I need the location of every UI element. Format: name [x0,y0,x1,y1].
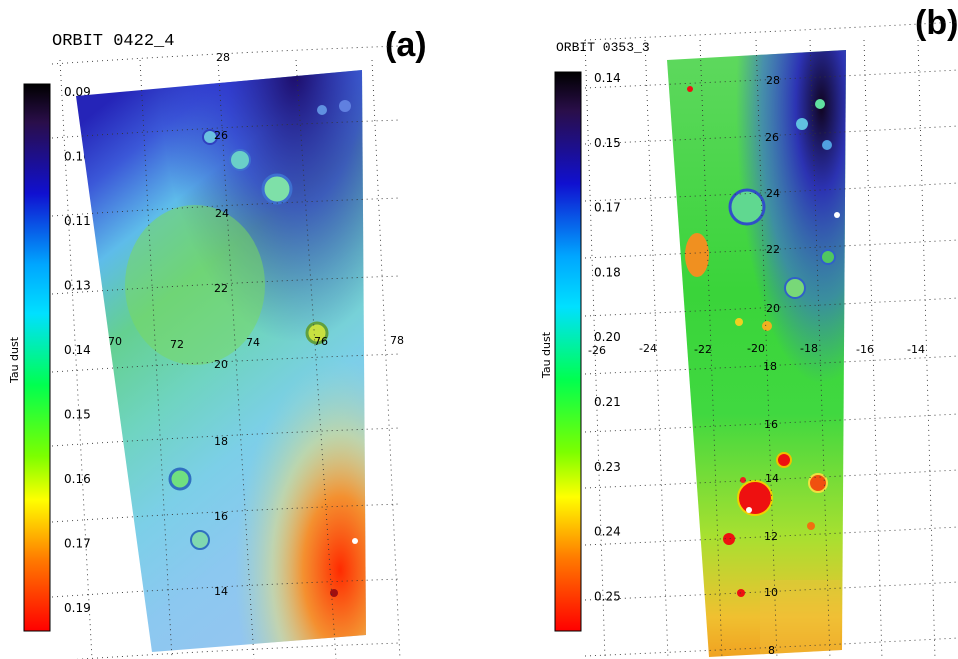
panel-b: ORBIT 0353_3 (b) Tau dust 0.140.150.170.… [540,4,958,659]
colorbar-b [554,71,582,632]
colorbar-tick-label: 0.20 [594,330,621,344]
lat-label: 16 [214,510,228,523]
lon-label: 74 [246,336,260,349]
orbit-title-b: ORBIT 0353_3 [556,40,650,55]
lat-label: 20 [214,358,228,371]
lon-label: -18 [800,342,818,355]
lat-gridline [584,125,958,145]
lat-gridline [584,182,958,202]
lon-labels-a: 70 72 74 76 78 [108,334,404,351]
lat-gridline [584,526,958,546]
lon-label: 70 [108,335,122,348]
lat-label: 28 [216,51,230,64]
lon-gridline [295,59,337,659]
lat-label: 26 [214,129,228,142]
lat-label: 28 [766,74,780,87]
lat-label: 22 [214,282,228,295]
colorbar-a [23,83,51,632]
colorbar-tick-label: 0.17 [64,537,91,551]
lat-label: 14 [765,472,779,485]
colorbar-tick-label: 0.21 [594,395,621,409]
colorbar-tick-label: 0.25 [594,589,621,603]
lat-label: 10 [764,586,778,599]
lon-label: -14 [907,343,925,356]
map-grid-b [584,21,958,659]
lon-label: 78 [390,334,404,347]
lat-label: 12 [764,530,778,543]
colorbar-tick-label: 0.16 [64,472,91,486]
panel-label-b: (b) [915,4,958,42]
panel-a: ORBIT 0422_4 (a) Tau dust 0.090.100.110.… [8,26,427,659]
lat-labels-b: 28 26 24 22 20 18 16 14 12 10 8 [763,74,780,657]
lat-label: 18 [763,360,777,373]
lat-label: 8 [768,644,775,657]
map-grid-a [51,45,401,659]
lat-label: 24 [766,187,780,200]
colorbar-tick-label: 0.14 [64,343,91,357]
lat-label: 16 [764,418,778,431]
lat-label: 24 [215,207,229,220]
colorbar-ticks-b: 0.14 0.15 0.17 0.18 0.20 0.21 0.23 0.24 0.25 [594,71,621,603]
lat-gridline [584,21,958,41]
lon-label: -24 [639,342,657,355]
lat-label: 26 [765,131,779,144]
colorbar-tick-label: 0.18 [594,265,621,279]
lat-label: 18 [214,435,228,448]
colorbar-tick-label: 0.23 [594,460,621,474]
lon-label: -22 [694,343,712,356]
colorbar-tick-label: 0.19 [64,601,91,615]
lat-labels-a: 28 26 24 22 20 18 16 14 [214,51,230,598]
lat-gridline [584,355,958,375]
lat-label: 22 [766,243,780,256]
lon-label: -26 [588,344,606,357]
colorbar-tick-label: 0.14 [594,71,621,85]
colorbar-ticks-a: 0.090.100.110.130.140.150.160.170.19 [64,85,91,615]
lat-label: 14 [214,585,228,598]
colorbar-label-a: Tau dust [8,336,21,384]
colorbar-tick-label: 0.11 [64,214,91,228]
lat-gridline [584,69,958,89]
colorbar-tick-label: 0.15 [594,136,621,150]
lat-gridline [584,637,958,657]
colorbar-tick-label: 0.15 [64,408,91,422]
lon-gridline [217,59,255,659]
lon-label: -20 [747,342,765,355]
lon-label: 72 [170,338,184,351]
orbit-title-a: ORBIT 0422_4 [52,32,174,51]
lat-gridline [584,581,958,601]
colorbar-label-b: Tau dust [540,331,553,379]
lat-gridline [584,469,958,489]
lat-gridline [584,239,958,259]
lon-label: -16 [856,343,874,356]
panel-label-a: (a) [385,26,427,64]
lon-gridline [371,59,401,659]
colorbar-tick-label: 0.24 [594,525,621,539]
lat-gridline [584,297,958,317]
lon-label: 76 [314,335,328,348]
colorbar-tick-label: 0.13 [64,279,91,293]
lat-gridline [584,413,958,433]
lon-labels-b: -26 -24 -22 -20 -18 -16 -14 [588,342,925,357]
colorbar-tick-label: 0.17 [594,201,621,215]
lat-label: 20 [766,302,780,315]
